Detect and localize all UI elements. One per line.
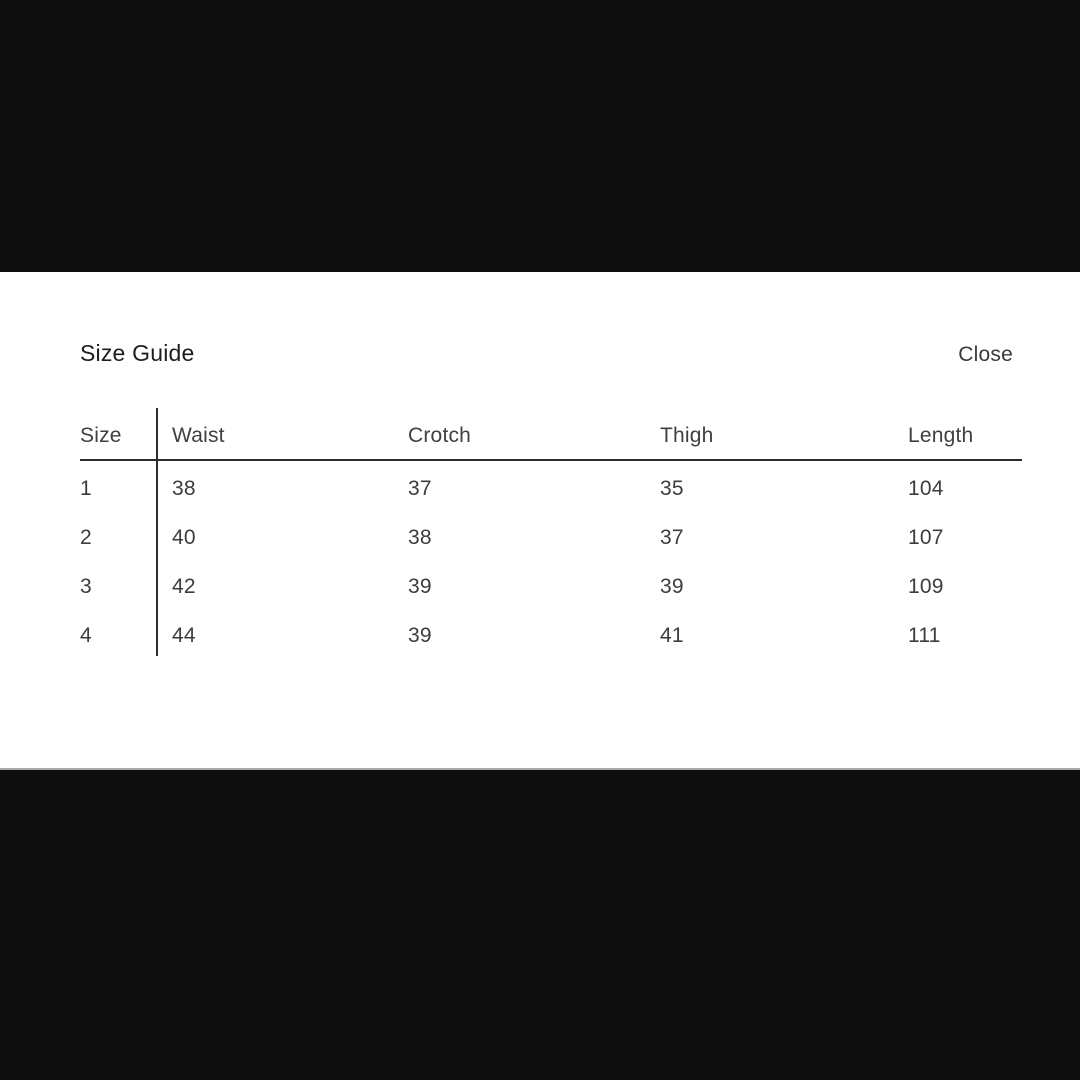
- cell-crotch: 38: [408, 525, 432, 549]
- cell-thigh: 35: [660, 476, 684, 500]
- column-header-size: Size: [80, 424, 122, 447]
- column-header-crotch: Crotch: [408, 424, 472, 447]
- column-header-waist: Waist: [172, 424, 225, 447]
- close-button[interactable]: Close: [958, 343, 1013, 366]
- cell-waist: 38: [172, 476, 196, 500]
- cell-size: 4: [80, 623, 92, 647]
- table-row: 3 42 39 39 109: [80, 562, 1022, 611]
- size-guide-modal: Size Guide Close Size Waist Crotch Thigh…: [0, 272, 1080, 770]
- size-table: Size Waist Crotch Thigh Length 1 38 37 3…: [80, 412, 1022, 660]
- table-row: 2 40 38 37 107: [80, 513, 1022, 562]
- cell-crotch: 39: [408, 574, 432, 598]
- cell-waist: 42: [172, 574, 196, 598]
- column-header-thigh: Thigh: [660, 424, 714, 447]
- cell-length: 109: [908, 574, 944, 598]
- cell-length: 107: [908, 525, 944, 549]
- cell-crotch: 39: [408, 623, 432, 647]
- table-row: 1 38 37 35 104: [80, 464, 1022, 513]
- cell-size: 2: [80, 525, 92, 549]
- cell-waist: 44: [172, 623, 196, 647]
- cell-thigh: 37: [660, 525, 684, 549]
- cell-size: 1: [80, 476, 92, 500]
- size-guide-title: Size Guide: [80, 340, 195, 366]
- cell-waist: 40: [172, 525, 196, 549]
- cell-thigh: 41: [660, 623, 684, 647]
- cell-length: 104: [908, 476, 944, 500]
- cell-thigh: 39: [660, 574, 684, 598]
- table-header-row: Size Waist Crotch Thigh Length: [80, 412, 1022, 461]
- cell-size: 3: [80, 574, 92, 598]
- cell-length: 111: [908, 623, 941, 647]
- cell-crotch: 37: [408, 476, 432, 500]
- table-body: 1 38 37 35 104 2 40 38 37 107 3 42 39: [80, 464, 1022, 660]
- table-row: 4 44 39 41 111: [80, 611, 1022, 660]
- table-vertical-divider: [156, 408, 158, 656]
- column-header-length: Length: [908, 424, 974, 447]
